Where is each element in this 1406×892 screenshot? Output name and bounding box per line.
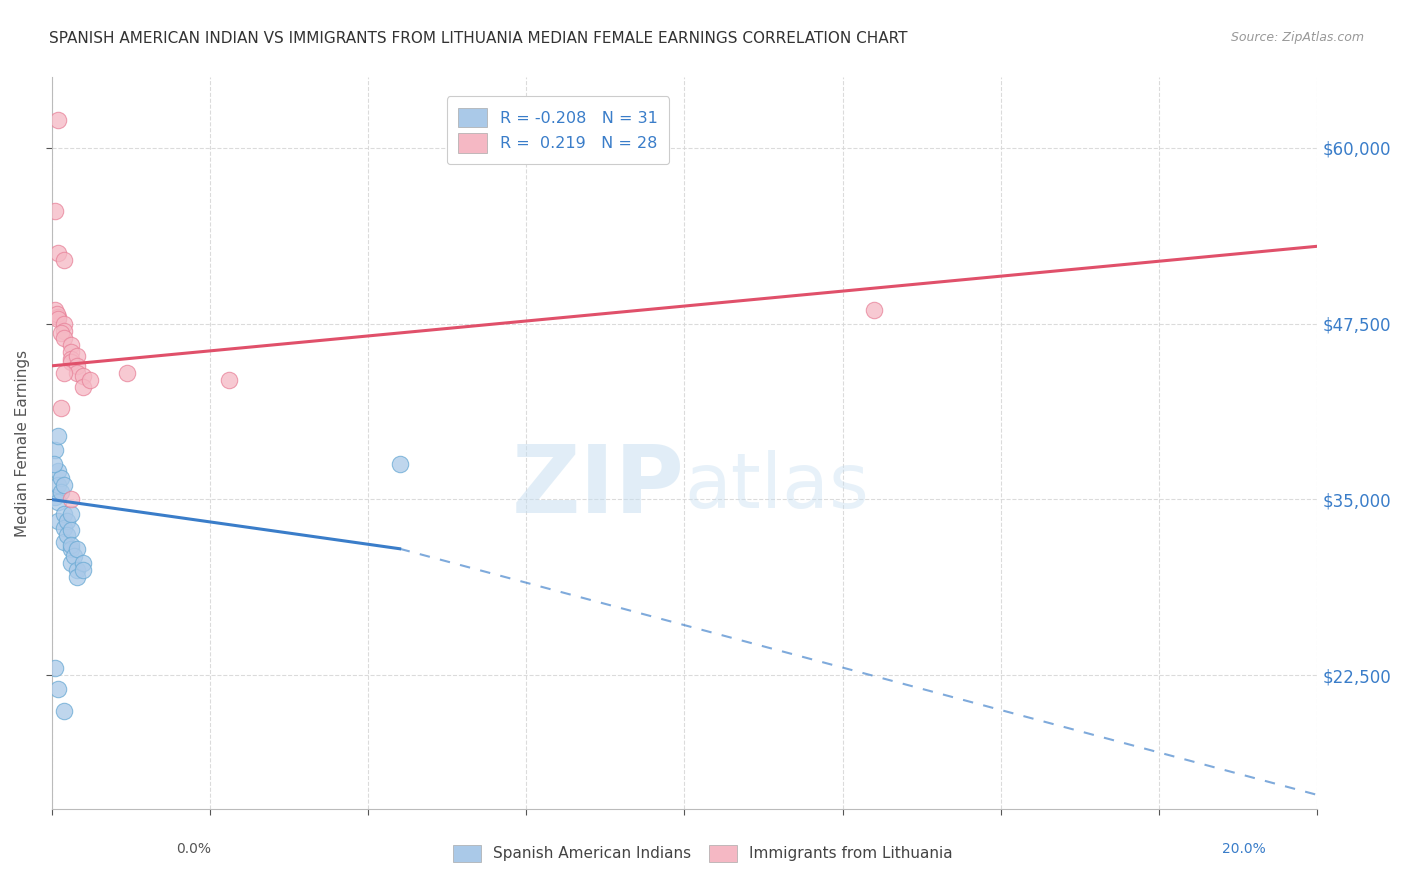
Point <box>59 337 82 351</box>
Point <box>59 351 82 366</box>
Point <box>388 458 411 472</box>
Point <box>79 373 101 387</box>
Point <box>53 317 76 331</box>
Point <box>66 359 89 373</box>
Point <box>218 373 240 387</box>
Text: atlas: atlas <box>685 450 869 524</box>
Point <box>46 464 69 478</box>
Y-axis label: Median Female Earnings: Median Female Earnings <box>15 350 30 537</box>
Point <box>53 704 76 718</box>
Point <box>53 507 76 521</box>
Point <box>66 349 89 363</box>
Point <box>44 302 66 317</box>
Point <box>62 549 84 563</box>
Point <box>46 514 69 528</box>
Point <box>72 563 94 577</box>
Point <box>59 524 82 538</box>
Point <box>53 331 76 345</box>
Point <box>66 366 89 380</box>
Point <box>45 307 67 321</box>
Text: Source: ZipAtlas.com: Source: ZipAtlas.com <box>1230 31 1364 45</box>
Point <box>72 556 94 570</box>
Text: ZIP: ZIP <box>512 442 685 533</box>
Point <box>53 521 76 535</box>
Point <box>46 429 69 443</box>
Point <box>49 485 72 500</box>
Point <box>44 204 66 219</box>
Point <box>46 112 69 127</box>
Point <box>66 570 89 584</box>
Point <box>66 541 89 556</box>
Point <box>117 366 139 380</box>
Point <box>49 401 72 415</box>
Point <box>59 556 82 570</box>
Point <box>56 527 79 541</box>
Point <box>59 507 82 521</box>
Point <box>53 478 76 492</box>
Point <box>42 458 65 472</box>
Point <box>59 541 82 556</box>
Point <box>72 380 94 394</box>
Point <box>46 312 69 326</box>
Legend: R = -0.208   N = 31, R =  0.219   N = 28: R = -0.208 N = 31, R = 0.219 N = 28 <box>447 96 669 164</box>
Point <box>53 534 76 549</box>
Point <box>56 514 79 528</box>
Point <box>44 490 66 504</box>
Point <box>59 492 82 507</box>
Point <box>53 324 76 338</box>
Point <box>44 661 66 675</box>
Point <box>46 246 69 260</box>
Point <box>49 471 72 485</box>
Point <box>46 495 69 509</box>
Point <box>49 326 72 341</box>
Legend: Spanish American Indians, Immigrants from Lithuania: Spanish American Indians, Immigrants fro… <box>447 838 959 868</box>
Point <box>53 253 76 268</box>
Point <box>53 366 76 380</box>
Point <box>863 302 886 317</box>
Point <box>44 443 66 458</box>
Point <box>46 310 69 324</box>
Text: 0.0%: 0.0% <box>176 842 211 856</box>
Text: 20.0%: 20.0% <box>1222 842 1265 856</box>
Point <box>59 344 82 359</box>
Text: SPANISH AMERICAN INDIAN VS IMMIGRANTS FROM LITHUANIA MEDIAN FEMALE EARNINGS CORR: SPANISH AMERICAN INDIAN VS IMMIGRANTS FR… <box>49 31 908 46</box>
Point <box>59 354 82 368</box>
Point <box>72 368 94 383</box>
Point <box>66 563 89 577</box>
Point <box>46 682 69 697</box>
Point <box>59 537 82 551</box>
Point <box>46 478 69 492</box>
